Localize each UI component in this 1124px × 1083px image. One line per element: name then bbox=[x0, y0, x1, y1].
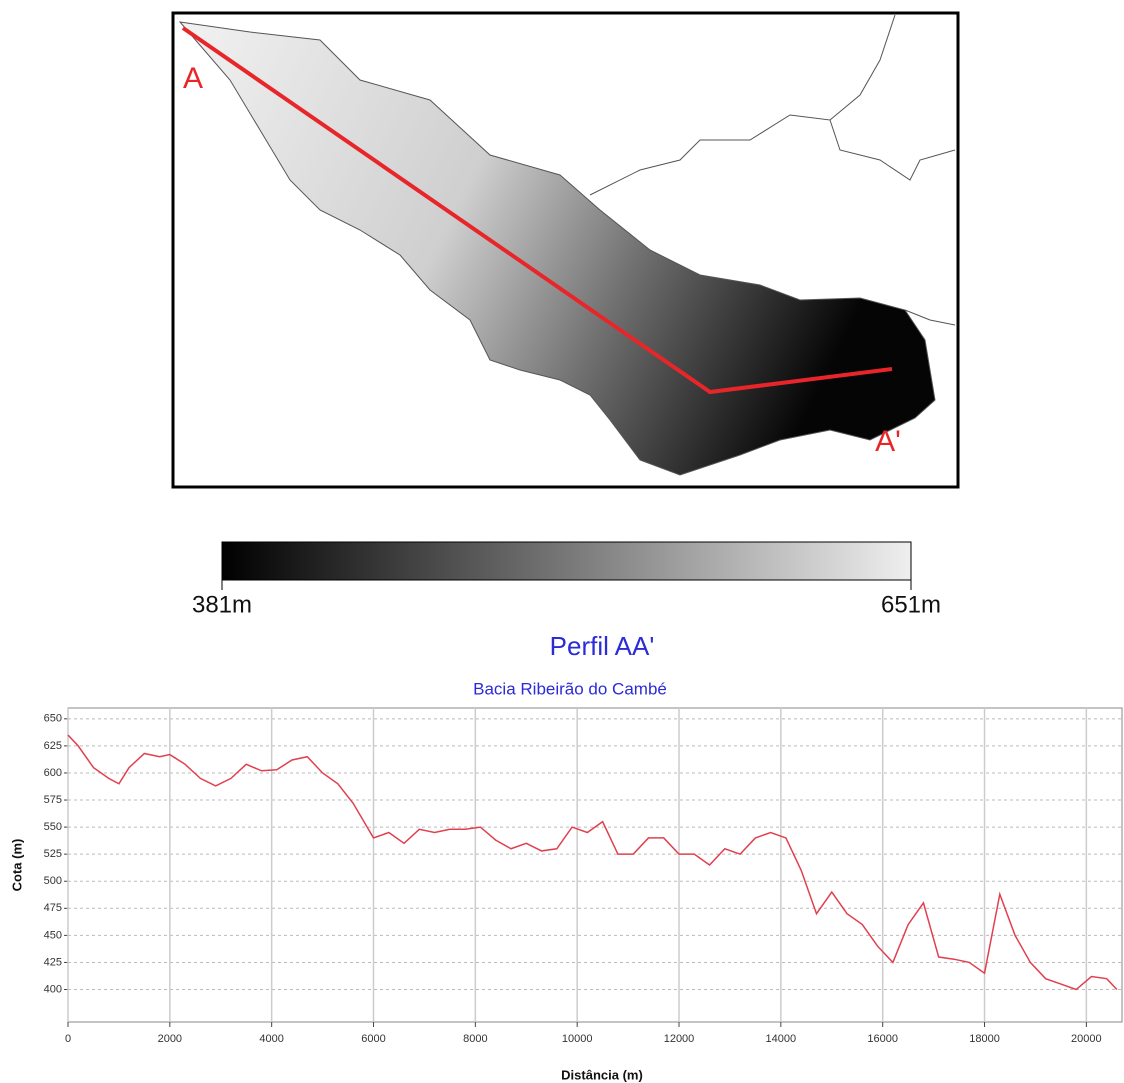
y-tick-label: 425 bbox=[44, 956, 62, 968]
plot-area bbox=[68, 708, 1122, 1022]
x-tick-label: 8000 bbox=[463, 1033, 487, 1045]
chart-subtitle: Bacia Ribeirão do Cambé bbox=[473, 679, 667, 698]
y-tick-label: 475 bbox=[44, 902, 62, 914]
point-label: A' bbox=[875, 425, 901, 458]
x-tick-label: 12000 bbox=[664, 1033, 695, 1045]
x-tick-label: 16000 bbox=[867, 1033, 898, 1045]
y-axis-label: Cota (m) bbox=[9, 839, 24, 892]
y-tick-label: 650 bbox=[44, 713, 62, 725]
colorbar-label: 381m bbox=[192, 591, 252, 618]
figure: A A' 381m 651m Perfil AA' Bacia Ribeirão do… bbox=[0, 0, 1124, 1083]
x-tick-label: 20000 bbox=[1071, 1033, 1102, 1045]
colorbar-label: 651m bbox=[881, 591, 941, 618]
x-tick-label: 2000 bbox=[158, 1033, 182, 1045]
y-tick-label: 625 bbox=[44, 740, 62, 752]
x-axis-label: Distância (m) bbox=[561, 1067, 643, 1082]
y-tick-label: 575 bbox=[44, 794, 62, 806]
y-tick-label: 550 bbox=[44, 821, 62, 833]
colorbar bbox=[222, 542, 911, 580]
x-tick-label: 14000 bbox=[766, 1033, 797, 1045]
point-label: A bbox=[183, 62, 203, 95]
chart-title: Perfil AA' bbox=[550, 631, 655, 661]
y-tick-label: 450 bbox=[44, 929, 62, 941]
y-tick-label: 500 bbox=[44, 875, 62, 887]
y-tick-label: 600 bbox=[44, 767, 62, 779]
x-tick-label: 18000 bbox=[969, 1033, 1000, 1045]
map: A A' bbox=[173, 13, 958, 487]
x-tick-label: 6000 bbox=[361, 1033, 385, 1045]
x-tick-label: 4000 bbox=[259, 1033, 283, 1045]
y-tick-label: 400 bbox=[44, 983, 62, 995]
y-tick-label: 525 bbox=[44, 848, 62, 860]
x-tick-label: 0 bbox=[65, 1033, 71, 1045]
page: { "map": {"start_label": "A", "end_label… bbox=[0, 0, 1124, 1083]
x-tick-label: 10000 bbox=[562, 1033, 593, 1045]
